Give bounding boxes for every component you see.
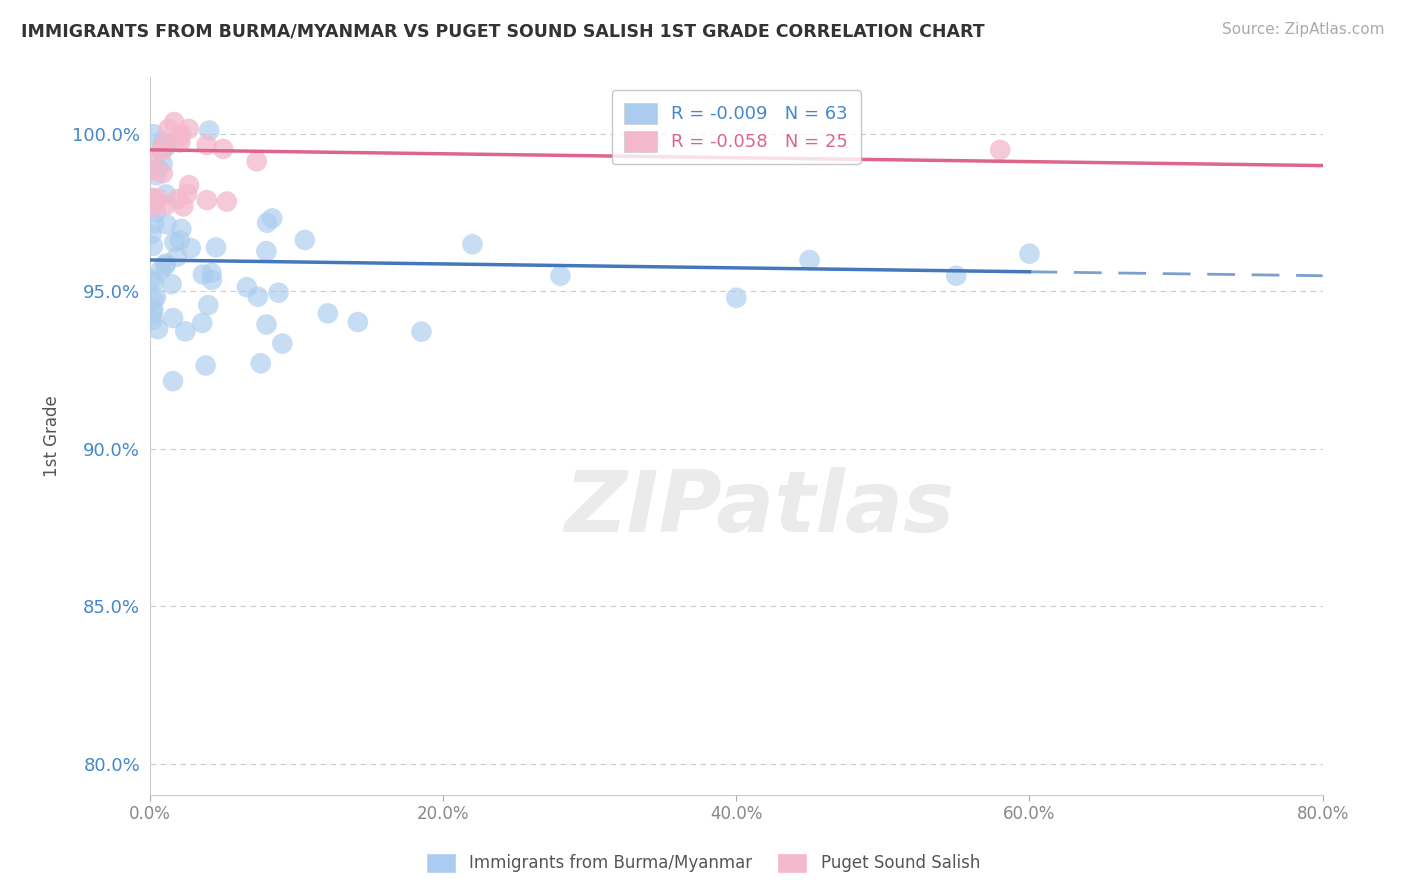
Point bbox=[152, 137, 174, 152]
Point bbox=[197, 298, 219, 312]
Point bbox=[141, 191, 163, 205]
Point bbox=[194, 359, 217, 373]
Y-axis label: 1st Grade: 1st Grade bbox=[44, 395, 60, 477]
Point bbox=[149, 263, 172, 277]
Point bbox=[166, 192, 188, 206]
Point bbox=[169, 130, 191, 145]
Point bbox=[174, 325, 197, 339]
Point bbox=[142, 313, 165, 327]
Point bbox=[141, 272, 163, 286]
Point bbox=[141, 192, 163, 206]
Point bbox=[149, 143, 172, 157]
Point bbox=[988, 143, 1011, 157]
Point bbox=[271, 336, 294, 351]
Point bbox=[254, 244, 277, 259]
Point bbox=[246, 154, 269, 169]
Point bbox=[347, 315, 370, 329]
Point bbox=[191, 268, 214, 282]
Point bbox=[177, 122, 200, 136]
Point bbox=[155, 187, 177, 202]
Point bbox=[141, 163, 163, 178]
Point bbox=[155, 256, 177, 270]
Point bbox=[160, 277, 183, 292]
Point bbox=[236, 280, 259, 294]
Point bbox=[205, 240, 228, 254]
Point bbox=[141, 162, 163, 177]
Point bbox=[150, 144, 173, 158]
Point bbox=[155, 137, 177, 152]
Point bbox=[945, 268, 967, 283]
Point bbox=[146, 192, 169, 206]
Point bbox=[262, 211, 284, 226]
Point bbox=[246, 290, 269, 304]
Point bbox=[169, 136, 191, 150]
Point bbox=[212, 142, 235, 156]
Point bbox=[155, 198, 177, 212]
Point bbox=[180, 241, 202, 255]
Point bbox=[799, 252, 821, 267]
Point bbox=[176, 187, 198, 202]
Point bbox=[155, 259, 177, 273]
Point bbox=[195, 138, 218, 153]
Legend: Immigrants from Burma/Myanmar, Puget Sound Salish: Immigrants from Burma/Myanmar, Puget Sou… bbox=[419, 847, 987, 880]
Point bbox=[411, 325, 433, 339]
Point bbox=[163, 115, 186, 129]
Point bbox=[146, 322, 169, 336]
Point bbox=[249, 356, 271, 370]
Point bbox=[162, 374, 184, 388]
Point bbox=[148, 161, 170, 176]
Point bbox=[550, 268, 572, 283]
Point bbox=[145, 290, 167, 304]
Point bbox=[145, 205, 167, 219]
Point bbox=[141, 227, 163, 242]
Point bbox=[141, 152, 163, 166]
Point bbox=[142, 306, 165, 320]
Point bbox=[725, 291, 748, 305]
Point bbox=[142, 127, 165, 141]
Point bbox=[177, 178, 200, 193]
Point bbox=[145, 168, 167, 182]
Point bbox=[169, 233, 191, 247]
Legend: R = -0.009   N = 63, R = -0.058   N = 25: R = -0.009 N = 63, R = -0.058 N = 25 bbox=[612, 90, 860, 164]
Point bbox=[155, 140, 177, 154]
Point bbox=[200, 266, 222, 280]
Point bbox=[256, 318, 278, 332]
Point bbox=[170, 222, 193, 236]
Point bbox=[172, 199, 194, 213]
Text: IMMIGRANTS FROM BURMA/MYANMAR VS PUGET SOUND SALISH 1ST GRADE CORRELATION CHART: IMMIGRANTS FROM BURMA/MYANMAR VS PUGET S… bbox=[21, 22, 984, 40]
Point bbox=[163, 235, 186, 250]
Point bbox=[267, 285, 290, 300]
Point bbox=[155, 217, 177, 231]
Text: Source: ZipAtlas.com: Source: ZipAtlas.com bbox=[1222, 22, 1385, 37]
Point bbox=[152, 166, 174, 180]
Point bbox=[316, 306, 339, 320]
Point bbox=[191, 316, 214, 330]
Point bbox=[198, 123, 221, 137]
Point bbox=[142, 275, 165, 289]
Point bbox=[294, 233, 316, 247]
Point bbox=[141, 201, 163, 215]
Point bbox=[1018, 246, 1040, 260]
Point bbox=[142, 293, 165, 307]
Point bbox=[215, 194, 238, 209]
Point bbox=[142, 239, 165, 253]
Point bbox=[162, 311, 184, 326]
Point bbox=[166, 250, 188, 264]
Point bbox=[152, 134, 174, 148]
Point bbox=[201, 273, 224, 287]
Text: ZIPatlas: ZIPatlas bbox=[565, 467, 955, 549]
Point bbox=[461, 237, 484, 252]
Point bbox=[152, 157, 174, 171]
Point bbox=[157, 122, 180, 136]
Point bbox=[143, 216, 166, 230]
Point bbox=[195, 193, 218, 207]
Point bbox=[170, 128, 193, 142]
Point bbox=[142, 301, 165, 316]
Point bbox=[256, 216, 278, 230]
